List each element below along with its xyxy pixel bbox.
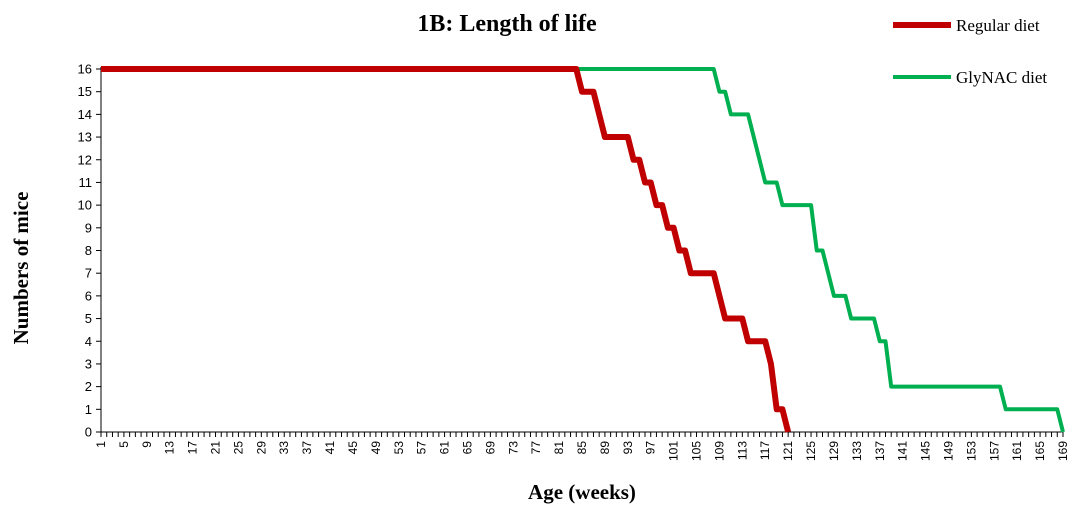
y-tick-label: 3	[85, 356, 92, 371]
x-tick-label: 133	[850, 441, 864, 461]
x-tick-label: 113	[735, 441, 749, 460]
y-tick-label: 9	[85, 220, 92, 235]
x-tick-label: 13	[163, 441, 177, 455]
x-tick-label: 77	[529, 441, 543, 455]
y-axis-title: Numbers of mice	[9, 192, 33, 345]
y-tick-label: 12	[78, 152, 92, 167]
x-tick-label: 89	[598, 441, 612, 455]
chart-title: 1B: Length of life	[417, 11, 597, 37]
x-tick-label: 137	[873, 441, 887, 461]
series-layer	[101, 66, 1065, 433]
x-tick-label: 157	[987, 441, 1001, 461]
y-tick-label: 11	[79, 175, 93, 190]
x-tick-label: 101	[667, 441, 681, 461]
x-tick-label: 25	[231, 441, 245, 455]
x-tick-label: 109	[712, 441, 726, 461]
y-tick-label: 14	[78, 107, 92, 122]
x-tick-label: 5	[117, 441, 131, 448]
x-tick-label: 69	[483, 441, 497, 455]
x-tick-label: 153	[964, 441, 978, 461]
legend-label-glynac-diet: GlyNAC diet	[956, 68, 1047, 87]
legend-label-regular-diet: Regular diet	[956, 16, 1040, 35]
x-tick-label: 37	[300, 441, 314, 455]
x-tick-label: 129	[827, 441, 841, 461]
y-tick-label: 16	[78, 62, 92, 77]
x-tick-label: 169	[1056, 441, 1070, 461]
x-tick-label: 73	[506, 441, 520, 455]
x-tick-label: 149	[941, 441, 955, 461]
y-tick-label: 1	[85, 402, 92, 417]
x-tick-label: 29	[254, 441, 268, 455]
x-tick-label: 97	[644, 441, 658, 455]
x-tick-label: 105	[690, 441, 704, 461]
y-tick-label: 2	[85, 379, 92, 394]
x-tick-label: 61	[438, 441, 452, 455]
x-tick-label: 121	[781, 441, 795, 461]
x-axis-title: Age (weeks)	[528, 480, 636, 504]
x-tick-label: 9	[140, 441, 154, 448]
x-tick-label: 85	[575, 441, 589, 455]
y-tick-label: 6	[85, 288, 92, 303]
y-tick-label: 10	[78, 198, 92, 213]
x-tick-label: 49	[369, 441, 383, 455]
x-tick-label: 57	[415, 441, 429, 455]
x-tick-label: 117	[758, 441, 772, 460]
x-tick-label: 1	[94, 441, 108, 448]
y-tick-label: 5	[85, 311, 92, 326]
y-tick-label: 0	[85, 425, 92, 440]
series-line-regular-diet	[101, 66, 792, 433]
series-line-glynac-diet	[101, 67, 1065, 433]
y-tick-label: 8	[85, 243, 92, 258]
x-tick-label: 125	[804, 441, 818, 461]
x-tick-label: 93	[621, 441, 635, 455]
y-tick-label: 4	[85, 334, 92, 349]
x-tick-label: 53	[392, 441, 406, 455]
x-tick-label: 45	[346, 441, 360, 455]
x-tick-label: 41	[323, 441, 337, 455]
y-tick-label: 15	[78, 84, 92, 99]
y-tick-label: 13	[78, 130, 92, 145]
x-tick-label: 145	[919, 441, 933, 461]
x-tick-label: 165	[1033, 441, 1047, 461]
x-tick-label: 17	[186, 441, 200, 455]
x-tick-label: 141	[896, 441, 910, 461]
x-tick-label: 33	[277, 441, 291, 455]
x-tick-label: 21	[209, 441, 223, 455]
x-tick-label: 161	[1010, 441, 1024, 461]
x-tick-label: 65	[460, 441, 474, 455]
x-tick-label: 81	[552, 441, 566, 455]
y-tick-label: 7	[85, 266, 92, 281]
legend: Regular diet GlyNAC diet	[893, 16, 1047, 87]
